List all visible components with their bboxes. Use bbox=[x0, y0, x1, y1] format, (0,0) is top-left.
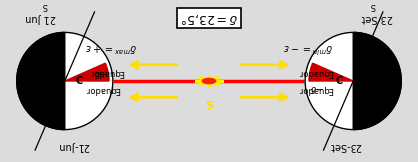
Text: N: N bbox=[344, 157, 354, 162]
Text: $\delta^{max}_{} = +\varepsilon$: $\delta^{max}_{} = +\varepsilon$ bbox=[84, 44, 137, 54]
Text: 21-Jun: 21-Jun bbox=[57, 141, 89, 151]
Text: Equador: Equador bbox=[298, 85, 333, 94]
Text: C: C bbox=[335, 76, 342, 86]
Ellipse shape bbox=[305, 32, 401, 130]
Text: $+\delta$: $+\delta$ bbox=[94, 68, 108, 79]
Polygon shape bbox=[309, 63, 353, 81]
Text: $-\delta$: $-\delta$ bbox=[310, 83, 324, 94]
Text: S: S bbox=[205, 97, 213, 107]
Polygon shape bbox=[17, 32, 65, 130]
Ellipse shape bbox=[17, 32, 113, 130]
Text: 23 Set: 23 Set bbox=[362, 13, 393, 23]
Polygon shape bbox=[65, 63, 109, 81]
Text: $\delta^{min}_{} = -\varepsilon$: $\delta^{min}_{} = -\varepsilon$ bbox=[282, 44, 333, 55]
Polygon shape bbox=[353, 32, 401, 130]
Circle shape bbox=[202, 78, 216, 84]
Text: S: S bbox=[370, 1, 376, 10]
Text: $\delta = 23{,}5°$: $\delta = 23{,}5°$ bbox=[180, 11, 238, 25]
Text: N: N bbox=[64, 157, 74, 162]
Text: 21 Jun: 21 Jun bbox=[25, 13, 56, 23]
Text: C: C bbox=[76, 76, 83, 86]
Text: Equador: Equador bbox=[89, 68, 124, 77]
Text: Equador: Equador bbox=[298, 68, 333, 77]
Text: Equador: Equador bbox=[85, 85, 120, 94]
Text: S: S bbox=[42, 1, 48, 10]
Text: 23-Set: 23-Set bbox=[329, 141, 361, 151]
